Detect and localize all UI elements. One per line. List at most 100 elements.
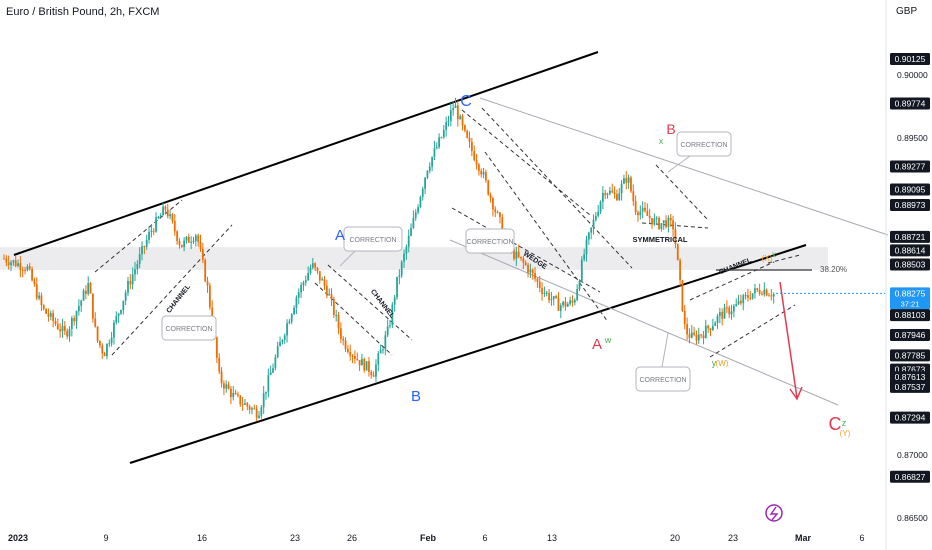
wave-label-2: B (411, 388, 421, 405)
channel-upper-line (13, 51, 599, 256)
candle-body (475, 160, 478, 165)
candle-body (576, 289, 579, 301)
candle-body (40, 295, 43, 306)
candle-body (562, 301, 565, 306)
candle-body (592, 219, 595, 228)
candle-body (433, 148, 436, 157)
candle-body (52, 313, 55, 321)
candle-body (164, 206, 167, 210)
candle-body (131, 274, 134, 285)
candle-body (288, 321, 291, 324)
wave-label-0: C (460, 93, 472, 110)
x-tick-label: 16 (197, 533, 207, 543)
candle-body (363, 358, 366, 371)
candle-body (358, 360, 361, 366)
candle-body (47, 313, 50, 317)
candle-body (372, 375, 375, 377)
currency-label: GBP (896, 6, 918, 17)
candle-body (445, 122, 448, 130)
candle-body (323, 279, 326, 286)
candle-body (232, 392, 235, 398)
price-badge-label: 0.88973 (895, 200, 926, 210)
dashed-line-4 (481, 107, 633, 269)
x-tick-label: Mar (795, 533, 812, 543)
candle-body (31, 269, 33, 281)
candle-body (398, 275, 401, 277)
candle-body (625, 178, 628, 183)
candle-body (54, 320, 57, 325)
price-badge-label: 0.87946 (895, 330, 926, 340)
candle-body (155, 217, 157, 232)
candle-body (669, 217, 672, 221)
price-badge-label: 0.88503 (895, 259, 926, 269)
candle-body (328, 294, 331, 296)
candle-body (101, 345, 104, 354)
candle-body (253, 408, 256, 410)
candle-body (251, 408, 253, 410)
candle-body (587, 232, 590, 240)
candle-body (237, 394, 239, 396)
price-badge-label: 0.86827 (895, 472, 926, 482)
candle-body (524, 262, 527, 265)
candle-body (564, 301, 567, 307)
candle-body (223, 383, 225, 389)
candle-body (332, 298, 335, 316)
candle-body (758, 290, 761, 294)
wave-label-10: y (712, 358, 717, 368)
gray-lower-line (449, 239, 839, 406)
candle-body (307, 273, 310, 281)
candle-body (660, 223, 663, 229)
price-badge-label: 0.87537 (895, 382, 926, 392)
candle-body (354, 355, 356, 359)
candle-body (194, 235, 197, 241)
candle-body (218, 357, 221, 372)
price-badge (890, 349, 930, 362)
candle-body (641, 207, 644, 212)
candle-body (470, 141, 473, 152)
candle-body (658, 217, 660, 229)
x-tick-label: 13 (547, 533, 557, 543)
candle-body (728, 307, 731, 315)
callout-line (667, 155, 691, 173)
price-badge (890, 380, 930, 393)
candle-body (702, 335, 705, 339)
candle-body (159, 215, 162, 218)
candle-body (620, 183, 623, 194)
candle-body (204, 259, 207, 282)
candle-body (260, 407, 263, 416)
candle-body (601, 193, 604, 202)
candle-body (541, 288, 543, 294)
candle-body (339, 328, 342, 339)
candle-body (674, 229, 677, 244)
price-badge (890, 244, 930, 257)
candle-body (681, 280, 684, 311)
candle-body (559, 305, 562, 311)
fib-label: 38.20% (820, 265, 847, 274)
candle-body (431, 156, 434, 167)
wave-label-12: (X) (762, 254, 773, 263)
candle-body (389, 325, 391, 327)
price-badge-label: 0.87673 (895, 365, 926, 375)
candle-body (693, 332, 696, 335)
price-badge (890, 309, 930, 322)
candle-body (700, 334, 703, 336)
candle-body (302, 282, 305, 286)
candle-body (531, 269, 534, 274)
candle-body (627, 177, 630, 183)
highlight-band (0, 247, 828, 270)
correction-wedge-label: CORRECTION (466, 239, 513, 246)
candle-body (578, 280, 581, 290)
candle-body (276, 346, 279, 358)
candle-body (461, 116, 464, 126)
wave-label-3: B (666, 121, 675, 137)
candle-body (190, 241, 193, 243)
candle-body (115, 316, 118, 323)
candle-body (688, 334, 691, 338)
candle-body (110, 337, 113, 344)
candle-body (751, 293, 754, 299)
candle-body (171, 214, 174, 221)
candle-body (70, 318, 73, 330)
candle-body (403, 253, 405, 262)
candle-body (716, 315, 719, 323)
